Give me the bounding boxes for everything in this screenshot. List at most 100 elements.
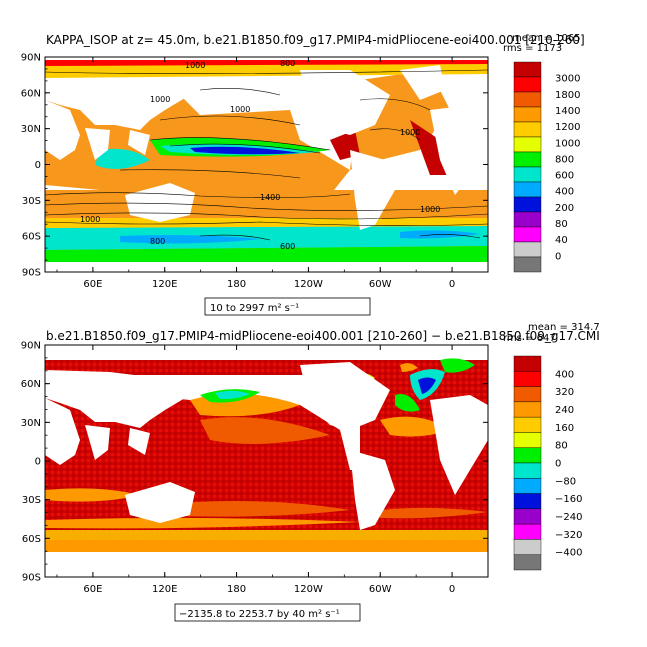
chart0-colorbar-label: 1800	[555, 90, 580, 101]
panel-bottom-title: b.e21.B1850.f09_g17.PMIP4-midPliocene-eo…	[46, 329, 600, 343]
chart1-ytick-label: 90S	[22, 573, 41, 584]
chart1-colorbar-swatch	[513, 539, 542, 555]
chart0-xtick-label: 120E	[152, 279, 177, 290]
chart0-colorbar-label: 200	[555, 203, 574, 214]
chart1-colorbar-swatch	[513, 554, 542, 571]
svg-text:1000: 1000	[150, 95, 170, 104]
chart1-colorbar-label: 0	[555, 459, 561, 470]
chart1-colorbar-swatch	[513, 401, 542, 418]
chart0-xtick-label: 180	[227, 279, 246, 290]
chart1-colorbar-label: −240	[555, 512, 582, 523]
chart0-colorbar-label: 80	[555, 219, 568, 230]
chart0-colorbar-swatch	[513, 61, 542, 78]
chart1-xtick-label: 60E	[83, 584, 102, 595]
chart0-colorbar-label: 600	[555, 171, 574, 182]
chart0-colorbar-label: 40	[555, 235, 568, 246]
chart0-colorbar-swatch	[513, 121, 542, 138]
chart0-colorbar-swatch	[513, 91, 542, 108]
panel-top-range-box	[204, 297, 371, 316]
chart1-xtick-label: 120W	[294, 584, 323, 595]
chart0-colorbar-swatch	[513, 166, 542, 183]
svg-text:1000: 1000	[185, 61, 205, 70]
chart0-colorbar-swatch	[513, 151, 542, 168]
chart1-colorbar-label: 80	[555, 441, 568, 452]
chart1-ytick-label: 60S	[22, 534, 41, 545]
chart1-colorbar-label: 400	[555, 369, 574, 380]
chart0-colorbar-swatch	[513, 256, 542, 273]
chart0-colorbar-swatch	[513, 181, 542, 198]
chart1-colorbar-swatch	[513, 416, 542, 433]
chart1-colorbar-swatch	[513, 432, 542, 448]
chart1-colorbar-swatch	[513, 508, 542, 525]
chart0-xtick-label: 0	[449, 279, 455, 290]
chart0-colorbar-label: 1000	[555, 138, 580, 149]
chart0-ytick-label: 60S	[22, 232, 41, 243]
chart0-ytick-label: 30N	[21, 124, 41, 135]
chart1-colorbar-swatch	[513, 386, 542, 403]
chart0-colorbar-label: 0	[555, 251, 561, 262]
panel-bottom-rms: rms = 647	[503, 333, 556, 344]
chart0-ytick-label: 90N	[21, 53, 41, 64]
svg-text:1000: 1000	[420, 205, 440, 214]
svg-text:1000: 1000	[230, 105, 250, 114]
chart0-colorbar-swatch	[513, 241, 542, 258]
panel-bottom-range-box	[174, 603, 361, 622]
chart1-colorbar-label: −320	[555, 530, 582, 541]
chart0-xtick-label: 120W	[294, 279, 323, 290]
panel-bottom-x-axis: 60E 120E 180 120W 60W 0	[56, 345, 489, 595]
chart0-colorbar-label: 1400	[555, 106, 580, 117]
svg-text:1000: 1000	[80, 215, 100, 224]
chart0-ytick-label: 0	[35, 160, 41, 171]
panel-bottom: b.e21.B1850.f09_g17.PMIP4-midPliocene-eo…	[21, 322, 600, 622]
svg-text:1400: 1400	[260, 193, 280, 202]
chart0-colorbar-label: 3000	[555, 74, 580, 85]
chart0-colorbar-swatch	[513, 196, 542, 213]
panel-top-y-axis: 90N 60N 30N 0 30S 60S 90S	[21, 53, 488, 279]
panel-top-mean: mean = 1065	[512, 33, 581, 44]
chart1-colorbar-label: −80	[555, 476, 576, 487]
panel-top-title: KAPPA_ISOP at z= 45.0m, b.e21.B1850.f09_…	[46, 33, 585, 47]
chart1-colorbar-swatch	[513, 493, 542, 510]
svg-text:600: 600	[280, 242, 295, 251]
chart1-colorbar-swatch	[513, 462, 542, 479]
panel-bottom-mean: mean = 314.7	[528, 322, 600, 333]
chart0-colorbar-swatch	[513, 136, 542, 153]
panel-top-range-label: 10 to 2997 m² s⁻¹	[210, 303, 299, 314]
svg-text:800: 800	[280, 59, 295, 68]
panel-bottom-colorbar: 400 320 240 160 80 0 −80 −160 −240 −320 −400	[513, 355, 582, 571]
panel-bottom-range-label: −2135.8 to 2253.7 by 40 m² s⁻¹	[179, 609, 340, 620]
panel-top: KAPPA_ISOP at z= 45.0m, b.e21.B1850.f09_…	[21, 33, 585, 316]
chart1-colorbar-label: −160	[555, 494, 582, 505]
svg-text:1000: 1000	[400, 128, 420, 137]
chart0-ytick-label: 60N	[21, 88, 41, 99]
chart1-colorbar-label: 320	[555, 387, 574, 398]
panel-top-x-axis: 60E 120E 180 120W 60W 0	[56, 57, 489, 290]
chart0-xtick-label: 60W	[369, 279, 392, 290]
chart1-ytick-label: 0	[35, 457, 41, 468]
panel-bottom-y-axis: 90N 60N 30N 0 30S 60S 90S	[21, 341, 488, 584]
panel-top-rms: rms = 1173	[503, 43, 562, 54]
chart1-ytick-label: 60N	[21, 379, 41, 390]
chart1-ytick-label: 90N	[21, 341, 41, 352]
chart0-colorbar-swatch	[513, 76, 542, 93]
panel-top-field: 1400 1000 1000 1000 800 1000 1000 800 60…	[45, 57, 488, 272]
chart1-ytick-label: 30S	[22, 495, 41, 506]
chart1-colorbar-swatch	[513, 523, 542, 540]
chart0-colorbar-label: 1200	[555, 122, 580, 133]
chart1-colorbar-swatch	[513, 447, 542, 464]
chart0-ytick-label: 30S	[22, 196, 41, 207]
chart0-colorbar-swatch	[513, 106, 542, 123]
chart0-colorbar-label: 400	[555, 187, 574, 198]
chart1-ytick-label: 30N	[21, 418, 41, 429]
chart1-xtick-label: 180	[227, 584, 246, 595]
chart1-colorbar-label: −400	[555, 548, 582, 559]
chart1-xtick-label: 0	[449, 584, 455, 595]
chart1-xtick-label: 60W	[369, 584, 392, 595]
chart0-ytick-label: 90S	[22, 268, 41, 279]
chart1-xtick-label: 120E	[152, 584, 177, 595]
chart1-colorbar-label: 160	[555, 423, 574, 434]
chart1-colorbar-swatch	[513, 355, 542, 372]
chart0-colorbar-swatch	[513, 226, 542, 243]
